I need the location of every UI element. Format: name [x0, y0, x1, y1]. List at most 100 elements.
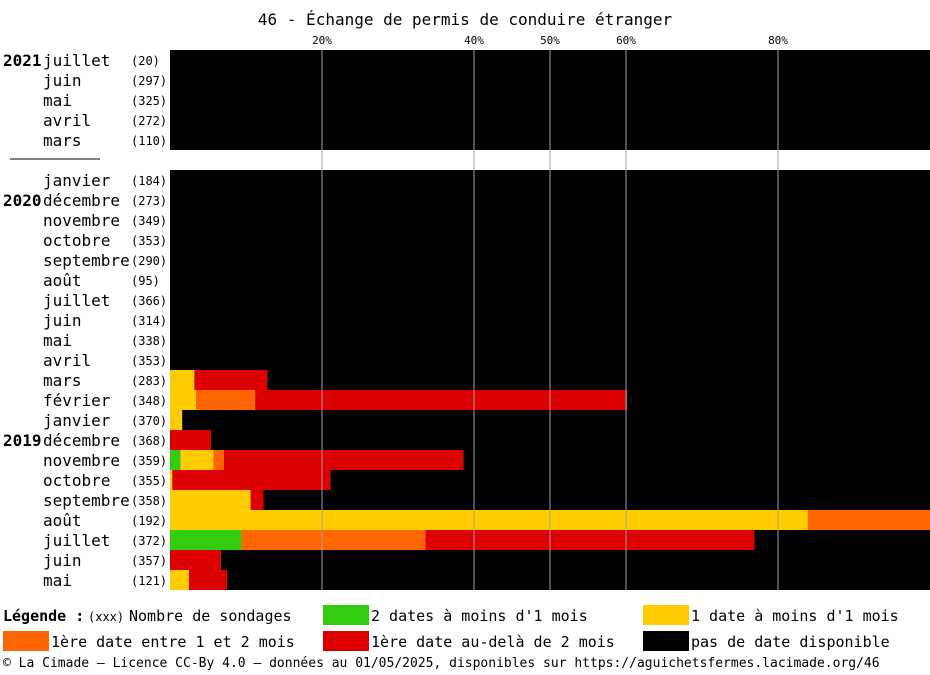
- x-tick-label: 60%: [616, 34, 636, 47]
- bar-segment: [227, 570, 930, 590]
- bar-segment: [220, 550, 930, 570]
- bar-segment: [255, 390, 627, 410]
- count-label: (349): [131, 214, 167, 228]
- month-label: juillet: [43, 531, 110, 550]
- count-label: (348): [131, 394, 167, 408]
- count-label: (355): [131, 474, 167, 488]
- year-label: 2021: [3, 51, 42, 70]
- count-label: (370): [131, 414, 167, 428]
- bar-segment: [182, 410, 930, 430]
- bar-segment: [189, 570, 227, 590]
- year-label: 2019: [3, 431, 42, 450]
- x-tick-labels: 20% 40% 50% 60% 80%: [312, 34, 788, 47]
- bar-segment: [170, 370, 195, 390]
- month-label: janvier: [43, 411, 111, 430]
- x-tick-label: 50%: [540, 34, 560, 47]
- count-label: (368): [131, 434, 167, 448]
- legend-swatch-red: [323, 631, 369, 651]
- count-label: (359): [131, 454, 167, 468]
- month-label: décembre: [43, 191, 120, 210]
- legend-title: Légende :: [3, 607, 85, 625]
- legend-label-orange: 1ère date entre 1 et 2 mois: [51, 633, 295, 651]
- month-label: février: [43, 391, 111, 410]
- legend-label-yellow: 1 date à moins d'1 mois: [691, 607, 899, 625]
- bar-segment: [195, 390, 256, 410]
- month-label: mars: [43, 371, 82, 390]
- count-label: (325): [131, 94, 167, 108]
- month-label: mars: [43, 131, 82, 150]
- month-label: juillet: [43, 51, 110, 70]
- month-label: juin: [43, 311, 82, 330]
- row-labels: 2021 juillet (20)juin (297)mai (325)avril (27…: [3, 51, 167, 590]
- chart-title: 46 - Échange de permis de conduire étran…: [258, 10, 673, 29]
- legend: Légende : (xxx) Nombre de sondages 2 dat…: [0, 603, 930, 655]
- legend-swatch-green: [323, 605, 369, 625]
- count-label: (353): [131, 234, 167, 248]
- stacked-bar-chart: 46 - Échange de permis de conduire étran…: [3, 10, 930, 590]
- bar-segment: [425, 530, 755, 550]
- month-label: mai: [43, 571, 72, 590]
- bar-segment: [170, 390, 196, 410]
- month-label: avril: [43, 351, 91, 370]
- month-label: avril: [43, 111, 91, 130]
- month-label: septembre: [43, 491, 130, 510]
- year-label: 2020: [3, 191, 42, 210]
- legend-label-red: 1ère date au-delà de 2 mois: [371, 633, 615, 651]
- month-label: juillet: [43, 291, 110, 310]
- count-label: (121): [131, 574, 167, 588]
- legend-swatch-black: [643, 631, 689, 651]
- gridlines: [321, 50, 779, 590]
- count-label: (357): [131, 554, 167, 568]
- count-label: (184): [131, 174, 167, 188]
- bar-segment: [223, 450, 464, 470]
- bar-segment: [211, 430, 930, 450]
- bar-segment: [170, 530, 242, 550]
- bar-segment: [170, 490, 251, 510]
- month-label: juin: [43, 71, 82, 90]
- x-tick-label: 80%: [768, 34, 788, 47]
- month-label: mai: [43, 331, 72, 350]
- month-label: janvier: [43, 171, 111, 190]
- count-label: (358): [131, 494, 167, 508]
- month-label: septembre: [43, 251, 130, 270]
- bar-segment: [170, 510, 808, 530]
- month-label: novembre: [43, 211, 120, 230]
- count-label: (192): [131, 514, 167, 528]
- count-label: (20): [131, 54, 160, 68]
- count-label: (353): [131, 354, 167, 368]
- month-label: août: [43, 271, 82, 290]
- count-label: (297): [131, 74, 167, 88]
- legend-count-label: Nombre de sondages: [129, 607, 292, 625]
- bar-segment: [463, 450, 930, 470]
- bar-segment: [807, 510, 930, 530]
- footer-credits: © La Cimade — Licence CC-By 4.0 — donnée…: [3, 656, 880, 671]
- legend-swatch-yellow: [643, 605, 689, 625]
- bar-segment: [172, 470, 331, 490]
- count-label: (95): [131, 274, 160, 288]
- bar-segment: [170, 450, 181, 470]
- month-label: octobre: [43, 471, 110, 490]
- bar-segment: [194, 370, 268, 390]
- bar-segment: [241, 530, 426, 550]
- bar-segment: [170, 430, 212, 450]
- bar-segment: [170, 410, 183, 430]
- legend-count-marker: (xxx): [88, 610, 125, 624]
- count-label: (272): [131, 114, 167, 128]
- count-label: (110): [131, 134, 167, 148]
- count-label: (372): [131, 534, 167, 548]
- bar-segment: [267, 370, 930, 390]
- bar-segment: [263, 490, 930, 510]
- bar-segment: [330, 470, 930, 490]
- bar-segment: [170, 550, 221, 570]
- month-label: octobre: [43, 231, 110, 250]
- bar-segment: [213, 450, 224, 470]
- count-label: (314): [131, 314, 167, 328]
- x-tick-label: 40%: [464, 34, 484, 47]
- month-label: juin: [43, 551, 82, 570]
- bar-segment: [754, 530, 930, 550]
- count-label: (290): [131, 254, 167, 268]
- bar-segment: [170, 570, 189, 590]
- legend-label-green: 2 dates à moins d'1 mois: [371, 607, 588, 625]
- count-label: (366): [131, 294, 167, 308]
- legend-label-black: pas de date disponible: [691, 633, 890, 651]
